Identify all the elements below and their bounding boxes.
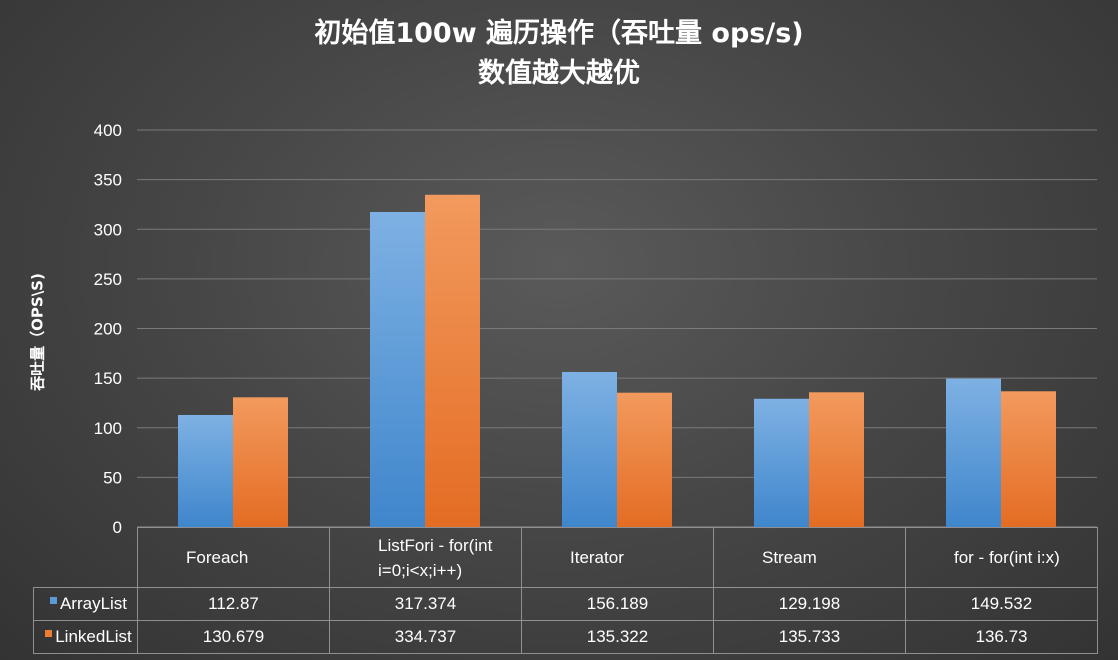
y-tick-label: 50 [103, 468, 122, 487]
data-table-row-arraylist: ArrayList 112.87 317.374 156.189 129.198… [33, 587, 1098, 621]
bar-arraylist [178, 414, 233, 527]
table-category-listfori: ListFori - for(int i=0;i<x;i++) [329, 527, 522, 588]
legend-label: ArrayList [59, 594, 128, 613]
category-label: ListFori - for(int i=0;i<x;i++) [378, 535, 493, 580]
bar-linkedlist [425, 194, 480, 527]
table-cell: 156.189 [521, 587, 714, 621]
legend-linkedlist: LinkedList [33, 620, 138, 654]
y-tick-label: 200 [94, 320, 122, 339]
data-table: Foreach ListFori - for(int i=0;i<x;i++) … [33, 527, 1098, 654]
table-cell: 129.198 [713, 587, 906, 621]
table-cell: 130.679 [137, 620, 330, 654]
bar-linkedlist [1001, 391, 1056, 527]
category-label: Iterator [570, 548, 624, 567]
category-label: for - for(int i:x) [954, 548, 1060, 567]
chart-title-line-1: 初始值100w 遍历操作（吞吐量 ops/s) [314, 18, 804, 49]
legend-swatch-arraylist [49, 597, 57, 604]
bar-arraylist [370, 212, 425, 528]
data-table-corner [33, 527, 138, 588]
table-category-stream: Stream [713, 527, 906, 588]
table-cell: 317.374 [329, 587, 522, 621]
bar-arraylist [946, 378, 1001, 527]
bar-arraylist [754, 398, 809, 527]
chart-title: 初始值100w 遍历操作（吞吐量 ops/s) 数值越大越优 [0, 14, 1118, 94]
table-category-foreach: Foreach [137, 527, 330, 588]
bar-linkedlist [617, 392, 672, 527]
category-label: Foreach [186, 548, 249, 567]
y-tick-label: 350 [94, 171, 122, 190]
legend-swatch-linkedlist [45, 630, 53, 637]
y-tick-label: 150 [94, 369, 122, 388]
bars [178, 194, 1056, 528]
y-tick-label: 250 [94, 270, 122, 289]
table-cell: 334.737 [329, 620, 522, 654]
legend-arraylist: ArrayList [33, 587, 138, 621]
data-table-row-linkedlist: LinkedList 130.679 334.737 135.322 135.7… [33, 620, 1098, 654]
bar-arraylist [562, 371, 617, 527]
bar-linkedlist [809, 392, 864, 527]
y-tick-label: 100 [94, 419, 122, 438]
table-cell: 136.73 [905, 620, 1098, 654]
y-tick-label: 300 [94, 220, 122, 239]
table-cell: 135.322 [521, 620, 714, 654]
y-tick-label: 400 [94, 121, 122, 140]
category-label: Stream [762, 548, 817, 567]
bar-linkedlist [233, 397, 288, 527]
table-category-iterator: Iterator [521, 527, 714, 588]
legend-label: LinkedList [55, 627, 132, 646]
table-cell: 112.87 [137, 587, 330, 621]
table-cell: 135.733 [713, 620, 906, 654]
table-category-for-each-loop: for - for(int i:x) [905, 527, 1098, 588]
chart-title-line-2: 数值越大越优 [478, 58, 640, 89]
table-cell: 149.532 [905, 587, 1098, 621]
data-table-header-row: Foreach ListFori - for(int i=0;i<x;i++) … [33, 527, 1098, 588]
